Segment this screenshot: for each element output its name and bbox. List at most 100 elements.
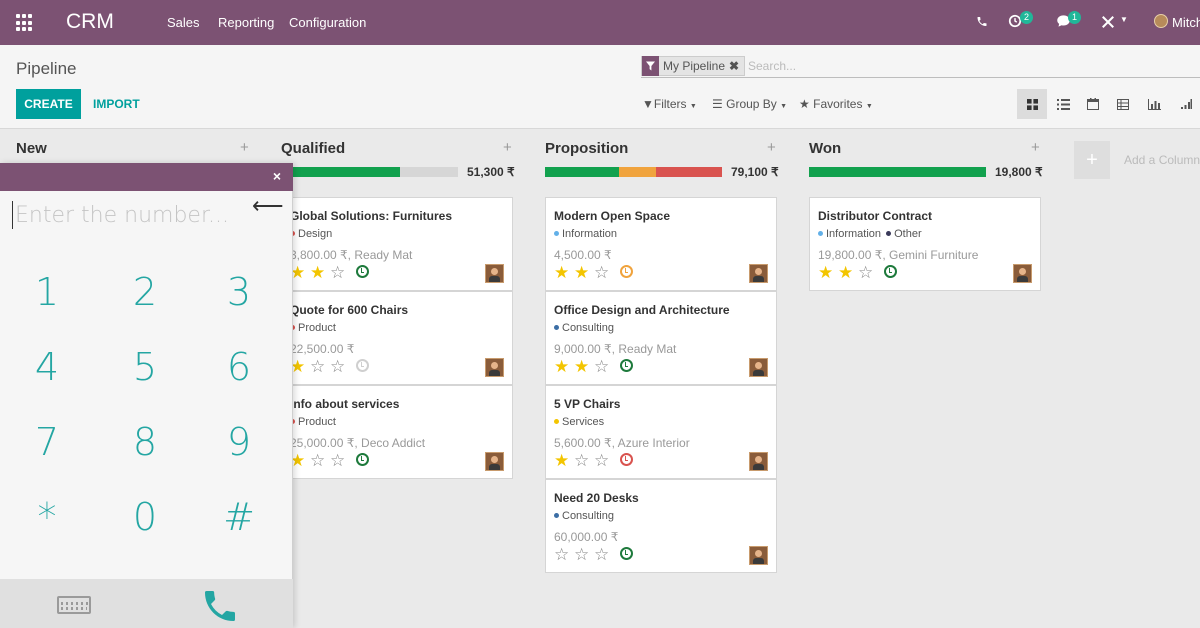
dial-key[interactable]: 5 xyxy=(132,345,158,389)
keyboard-icon[interactable] xyxy=(57,596,91,614)
add-card-quick-icon[interactable]: + xyxy=(1031,139,1040,156)
column-progress-bar[interactable] xyxy=(545,167,722,177)
dial-key[interactable]: # xyxy=(223,495,255,539)
add-card-quick-icon[interactable]: + xyxy=(767,139,776,156)
dial-key[interactable]: 1 xyxy=(34,270,60,314)
dial-key[interactable]: 9 xyxy=(226,420,252,464)
priority-star-icon[interactable]: ☆ xyxy=(593,451,610,470)
priority-star-icon[interactable]: ★ xyxy=(290,451,306,470)
chevron-down-icon[interactable]: ▼ xyxy=(1120,15,1128,24)
column-title[interactable]: Won xyxy=(809,140,842,157)
user-avatar[interactable] xyxy=(1154,14,1168,28)
facet-close-icon[interactable]: ✖ xyxy=(729,59,740,73)
call-icon[interactable] xyxy=(200,586,240,626)
column-progress-bar[interactable] xyxy=(281,167,458,177)
opportunity-card[interactable]: Distributor Contract Information Other 19,… xyxy=(809,197,1041,291)
activity-clock-icon[interactable] xyxy=(619,547,633,561)
search-bar[interactable]: My Pipeline ✖ Search... xyxy=(641,54,1200,78)
opportunity-card[interactable]: Info about services Product 25,000.00 ₹, D… xyxy=(281,385,513,479)
priority-star-icon[interactable]: ★ xyxy=(554,263,570,282)
menu-item-configuration[interactable]: Configuration xyxy=(289,15,367,30)
dial-key[interactable]: 3 xyxy=(226,270,252,314)
priority-star-icon[interactable]: ★ xyxy=(837,263,854,282)
progress-segment[interactable] xyxy=(281,167,400,177)
column-title[interactable]: New xyxy=(16,140,47,157)
create-button[interactable]: CREATE xyxy=(16,89,81,119)
priority-star-icon[interactable]: ☆ xyxy=(573,451,590,470)
graph-view-button[interactable] xyxy=(1139,89,1169,119)
priority-star-icon[interactable]: ☆ xyxy=(309,357,326,376)
filters-dropdown[interactable]: ▼Filters ▼ xyxy=(642,97,697,111)
activity-clock-icon[interactable] xyxy=(355,453,369,467)
activity-clock-icon[interactable] xyxy=(619,359,633,373)
priority-star-icon[interactable]: ★ xyxy=(554,451,570,470)
priority-star-icon[interactable]: ★ xyxy=(290,357,306,376)
add-card-quick-icon[interactable]: + xyxy=(240,139,249,156)
opportunity-card[interactable]: Office Design and Architecture Consulting… xyxy=(545,291,777,385)
calendar-view-button[interactable] xyxy=(1078,89,1108,119)
dial-key[interactable]: 2 xyxy=(132,270,158,314)
add-card-quick-icon[interactable]: + xyxy=(503,139,512,156)
favorites-dropdown[interactable]: ★ Favorites ▼ xyxy=(799,97,873,111)
opportunity-card[interactable]: Global Solutions: Furnitures Design 3,800.… xyxy=(281,197,513,291)
activity-clock-icon[interactable] xyxy=(355,359,369,373)
kanban-view-button[interactable] xyxy=(1017,89,1047,119)
progress-segment[interactable] xyxy=(619,167,657,177)
column-title[interactable]: Qualified xyxy=(281,140,346,157)
opportunity-card[interactable]: Modern Open Space Information 4,500.00 ₹ ★ … xyxy=(545,197,777,291)
priority-star-icon[interactable]: ★ xyxy=(573,263,590,282)
activity-clock-icon[interactable] xyxy=(619,453,633,467)
priority-star-icon[interactable]: ★ xyxy=(290,263,306,282)
activity-clock-icon[interactable] xyxy=(619,265,633,279)
activity-clock-icon[interactable] xyxy=(355,265,369,279)
add-column-label[interactable]: Add a Column xyxy=(1124,153,1200,167)
search-input[interactable]: Search... xyxy=(748,59,797,73)
priority-star-icon[interactable]: ☆ xyxy=(573,545,590,564)
apps-grid-icon[interactable] xyxy=(16,14,34,32)
groupby-dropdown[interactable]: ☰ Group By ▼ xyxy=(712,97,788,111)
menu-item-sales[interactable]: Sales xyxy=(167,15,200,30)
priority-star-icon[interactable]: ☆ xyxy=(554,545,570,564)
debug-tools-icon[interactable] xyxy=(1101,15,1115,29)
priority-star-icon[interactable]: ☆ xyxy=(593,357,610,376)
priority-star-icon[interactable]: ★ xyxy=(573,357,590,376)
priority-star-icon[interactable]: ★ xyxy=(309,263,326,282)
cohort-view-button[interactable] xyxy=(1170,89,1200,119)
app-brand[interactable]: CRM xyxy=(66,10,114,33)
import-button[interactable]: IMPORT xyxy=(93,97,140,111)
priority-star-icon[interactable]: ☆ xyxy=(309,451,326,470)
phone-icon[interactable] xyxy=(976,15,988,28)
chat-icon[interactable] xyxy=(1056,14,1071,28)
priority-star-icon[interactable]: ☆ xyxy=(593,545,610,564)
progress-segment[interactable] xyxy=(809,167,986,177)
backspace-icon[interactable]: ⟵ xyxy=(252,193,284,218)
column-title[interactable]: Proposition xyxy=(545,140,629,157)
priority-star-icon[interactable]: ☆ xyxy=(329,451,346,470)
priority-star-icon[interactable]: ★ xyxy=(554,357,570,376)
dial-key[interactable]: 0 xyxy=(132,495,158,539)
close-icon[interactable]: × xyxy=(272,168,281,184)
progress-segment[interactable] xyxy=(545,167,620,177)
dial-key[interactable]: 8 xyxy=(132,420,158,464)
phone-number-input[interactable] xyxy=(12,201,242,229)
priority-star-icon[interactable]: ☆ xyxy=(329,357,346,376)
pivot-view-button[interactable] xyxy=(1108,89,1138,119)
priority-star-icon[interactable]: ☆ xyxy=(857,263,874,282)
opportunity-card[interactable]: Quote for 600 Chairs Product 22,500.00 ₹ ★ … xyxy=(281,291,513,385)
menu-item-reporting[interactable]: Reporting xyxy=(218,15,275,30)
dial-key[interactable]: 4 xyxy=(34,345,60,389)
list-view-button[interactable] xyxy=(1048,89,1078,119)
priority-star-icon[interactable]: ☆ xyxy=(329,263,346,282)
priority-star-icon[interactable]: ☆ xyxy=(593,263,610,282)
add-column-button[interactable]: + xyxy=(1074,141,1110,179)
opportunity-card[interactable]: 5 VP Chairs Services 5,600.00 ₹, Azure Int… xyxy=(545,385,777,479)
column-progress-bar[interactable] xyxy=(809,167,986,177)
dial-key[interactable]: 7 xyxy=(34,420,60,464)
priority-star-icon[interactable]: ★ xyxy=(818,263,834,282)
progress-segment[interactable] xyxy=(656,167,722,177)
dial-key[interactable]: * xyxy=(37,495,57,539)
user-name[interactable]: Mitch xyxy=(1172,15,1200,30)
opportunity-card[interactable]: Need 20 Desks Consulting 60,000.00 ₹ ☆ ☆ ☆ xyxy=(545,479,777,573)
dial-key[interactable]: 6 xyxy=(226,345,252,389)
activity-clock-icon[interactable] xyxy=(883,265,897,279)
